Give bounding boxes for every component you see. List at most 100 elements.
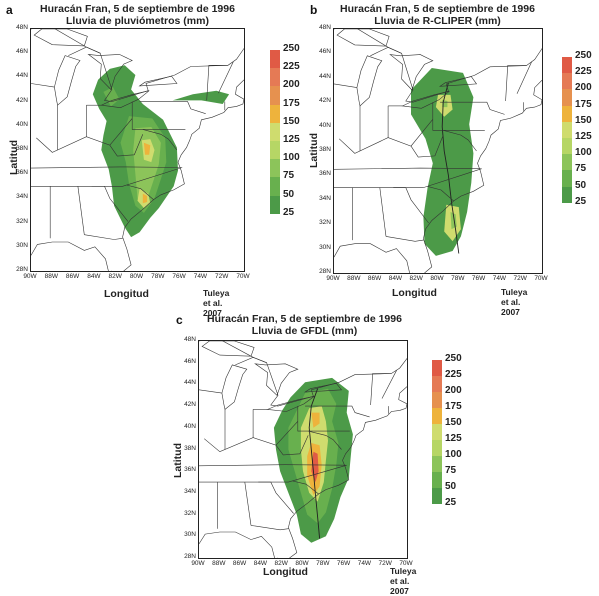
rainfall-map xyxy=(198,340,408,559)
legend-swatch xyxy=(432,376,442,392)
x-axis-label: Longitud xyxy=(104,288,149,300)
y-tick-label: 28N xyxy=(16,266,28,273)
legend-value: 100 xyxy=(575,147,592,159)
y-tick-label: 46N xyxy=(184,357,196,365)
y-tick-label: 48N xyxy=(184,336,196,343)
credit-text: Tuleya et al. 2007 xyxy=(390,566,417,596)
y-tick-label: 28N xyxy=(319,268,331,275)
state-border xyxy=(270,481,294,514)
state-border xyxy=(68,46,101,56)
panel-title: Huracán Fran, 5 de septiembre de 1996 Ll… xyxy=(330,3,545,27)
rainfall-map xyxy=(30,28,245,272)
y-tick-label: 30N xyxy=(184,531,196,539)
legend-swatch xyxy=(432,488,442,504)
legend-swatch xyxy=(270,86,280,105)
x-tick-label: 80W xyxy=(295,560,309,567)
legend-value: 150 xyxy=(445,417,462,428)
storm-track xyxy=(441,82,460,254)
x-tick-label: 76W xyxy=(336,560,351,567)
state-border xyxy=(235,356,267,366)
great-lake-outline xyxy=(221,364,248,410)
legend-swatch xyxy=(270,159,280,178)
great-lake-outline xyxy=(356,55,383,107)
title-line-2: Lluvia de R-CLIPER (mm) xyxy=(374,15,501,27)
x-tick-label: 90W xyxy=(191,560,205,567)
storm-track xyxy=(308,388,321,539)
x-tick-label: 70W xyxy=(534,275,548,282)
x-tick-label: 80W xyxy=(129,273,144,280)
panel-letter: a xyxy=(6,3,13,17)
legend-value: 250 xyxy=(575,50,592,61)
legend-swatch xyxy=(270,177,280,196)
x-tick-label: 84W xyxy=(87,273,101,280)
y-tick-label: 42N xyxy=(16,96,28,104)
legend-value: 125 xyxy=(283,134,300,145)
legend-value: 125 xyxy=(575,131,592,142)
rain-contour-250 xyxy=(311,451,319,483)
panel-title: Huracán Fran, 5 de septiembre de 1996 Ll… xyxy=(197,313,412,337)
legend-value: 50 xyxy=(575,179,587,191)
great-lake-outline xyxy=(389,54,434,91)
x-tick-label: 90W xyxy=(326,275,340,282)
legend-swatch xyxy=(562,73,572,90)
legend-swatch xyxy=(270,50,280,69)
legend-swatch xyxy=(432,472,442,488)
y-tick-label: 32N xyxy=(319,219,331,227)
x-tick-label: 72W xyxy=(378,560,392,567)
state-border xyxy=(142,129,178,151)
legend-swatch xyxy=(270,195,280,214)
legend-value: 75 xyxy=(283,170,295,182)
x-tick-label: 82W xyxy=(409,275,423,282)
x-tick-label: 82W xyxy=(108,273,122,280)
title-line-2: Lluvia de GFDL (mm) xyxy=(251,325,358,337)
y-tick-label: 36N xyxy=(319,170,331,178)
state-border xyxy=(334,83,357,88)
gulf-coastline xyxy=(31,241,112,271)
legend-value: 250 xyxy=(283,43,300,54)
state-border xyxy=(334,167,481,170)
y-tick-label: 42N xyxy=(319,97,331,105)
state-border xyxy=(379,187,387,237)
legend-value: 200 xyxy=(575,82,592,94)
y-tick-label: 42N xyxy=(184,401,196,409)
atlantic-coastline xyxy=(288,386,407,558)
great-lake-outline xyxy=(336,29,390,47)
rain-contour-175 xyxy=(311,412,320,428)
state-border xyxy=(275,435,309,456)
state-border xyxy=(381,370,397,399)
great-lake-outline xyxy=(439,76,478,87)
legend-swatch xyxy=(432,456,442,472)
x-tick-label: 88W xyxy=(212,560,226,567)
x-tick-label: 74W xyxy=(193,273,208,280)
y-tick-label: 32N xyxy=(16,217,28,225)
state-border xyxy=(199,464,347,483)
atlantic-coastline xyxy=(122,79,244,271)
state-border xyxy=(405,187,429,224)
legend-value: 175 xyxy=(283,97,300,109)
state-border xyxy=(334,168,482,188)
x-tick-label: 86W xyxy=(65,273,80,280)
state-border xyxy=(338,119,434,154)
state-border xyxy=(370,46,402,57)
legend-value: 175 xyxy=(445,401,462,412)
y-tick-label: 44N xyxy=(319,72,331,80)
legend-value: 50 xyxy=(283,188,295,200)
legend-swatch xyxy=(562,154,572,171)
title-line-2: Lluvia de pluviómetros (mm) xyxy=(66,15,209,27)
x-tick-label: 78W xyxy=(151,273,165,280)
y-tick-label: 34N xyxy=(319,194,331,202)
state-border xyxy=(297,406,350,432)
legend-value: 100 xyxy=(283,152,300,164)
legend-swatch xyxy=(432,440,442,456)
y-tick-label: 48N xyxy=(16,24,28,31)
legend-swatch xyxy=(270,68,280,87)
x-tick-label: 88W xyxy=(347,275,361,282)
y-tick-label: 30N xyxy=(16,241,28,249)
state-border xyxy=(199,464,346,467)
state-border xyxy=(204,421,299,453)
y-tick-label: 48N xyxy=(319,24,331,31)
x-tick-label: 70W xyxy=(236,273,250,280)
panel-letter: c xyxy=(176,313,183,327)
great-lake-outline xyxy=(254,363,299,396)
legend-swatch xyxy=(562,57,572,74)
